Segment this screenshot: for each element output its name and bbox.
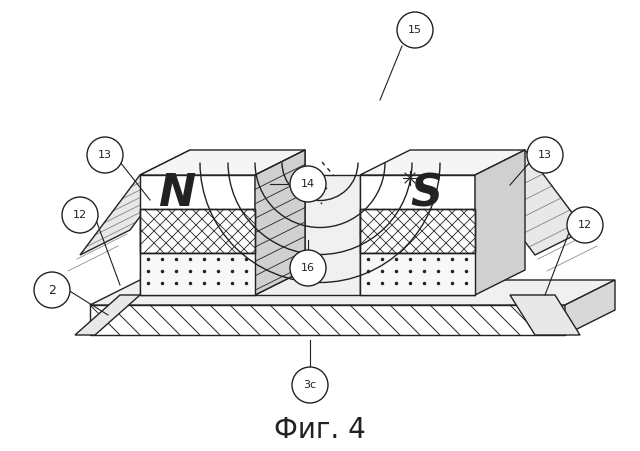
Text: 13: 13 bbox=[98, 150, 112, 160]
Polygon shape bbox=[255, 150, 305, 295]
Circle shape bbox=[290, 166, 326, 202]
Polygon shape bbox=[140, 175, 255, 295]
Polygon shape bbox=[90, 305, 565, 335]
Circle shape bbox=[87, 137, 123, 173]
Polygon shape bbox=[565, 280, 615, 335]
Text: 3c: 3c bbox=[303, 380, 317, 390]
Polygon shape bbox=[80, 150, 190, 255]
Text: 16: 16 bbox=[301, 263, 315, 273]
Polygon shape bbox=[140, 150, 305, 175]
Polygon shape bbox=[360, 209, 475, 253]
Circle shape bbox=[292, 367, 328, 403]
Text: Фиг. 4: Фиг. 4 bbox=[274, 416, 366, 444]
Circle shape bbox=[62, 197, 98, 233]
Polygon shape bbox=[360, 175, 475, 295]
Text: 12: 12 bbox=[73, 210, 87, 220]
Circle shape bbox=[34, 272, 70, 308]
Text: 12: 12 bbox=[578, 220, 592, 230]
Polygon shape bbox=[360, 150, 525, 175]
Text: 2: 2 bbox=[48, 284, 56, 296]
Polygon shape bbox=[475, 150, 585, 255]
Text: 14: 14 bbox=[301, 179, 315, 189]
Polygon shape bbox=[140, 253, 255, 295]
Polygon shape bbox=[360, 253, 475, 295]
Circle shape bbox=[290, 250, 326, 286]
Polygon shape bbox=[75, 295, 140, 335]
Text: N: N bbox=[158, 172, 195, 215]
Polygon shape bbox=[255, 150, 305, 295]
Polygon shape bbox=[90, 280, 615, 305]
Polygon shape bbox=[140, 209, 255, 253]
Text: 15: 15 bbox=[408, 25, 422, 35]
Circle shape bbox=[397, 12, 433, 48]
Polygon shape bbox=[255, 175, 360, 295]
Polygon shape bbox=[475, 150, 525, 295]
Circle shape bbox=[567, 207, 603, 243]
Text: 13: 13 bbox=[538, 150, 552, 160]
Text: S: S bbox=[410, 172, 442, 215]
Circle shape bbox=[527, 137, 563, 173]
Polygon shape bbox=[510, 295, 580, 335]
